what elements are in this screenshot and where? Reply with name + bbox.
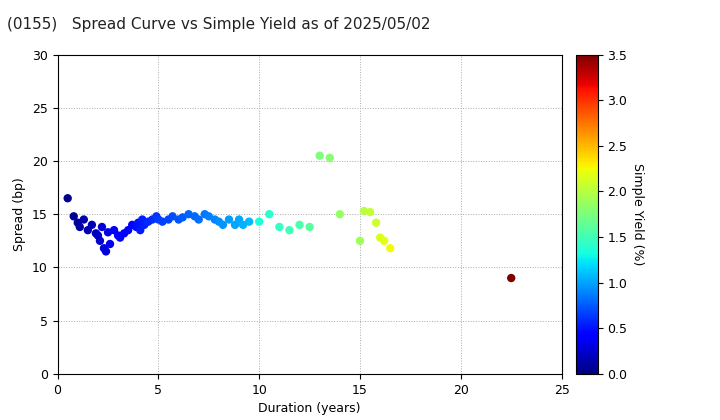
Point	[193, 216, 204, 223]
Point	[112, 232, 124, 239]
Point	[374, 234, 386, 241]
Point	[82, 227, 94, 234]
Point	[138, 221, 150, 228]
Point	[163, 216, 174, 223]
Point	[314, 152, 325, 159]
Point	[96, 223, 108, 230]
Point	[118, 230, 130, 237]
Point	[294, 221, 305, 228]
Point	[130, 223, 142, 230]
Point	[213, 218, 225, 225]
Point	[100, 248, 112, 255]
Point	[132, 219, 144, 226]
Point	[78, 216, 89, 223]
Point	[98, 245, 109, 252]
Point	[324, 155, 336, 161]
X-axis label: Duration (years): Duration (years)	[258, 402, 361, 415]
Y-axis label: Spread (bp): Spread (bp)	[14, 177, 27, 251]
Point	[122, 227, 134, 234]
Point	[354, 237, 366, 244]
Point	[189, 213, 200, 220]
Point	[370, 219, 382, 226]
Point	[203, 213, 215, 220]
Point	[137, 216, 148, 223]
Point	[94, 237, 106, 244]
Point	[183, 211, 194, 218]
Point	[209, 216, 220, 223]
Point	[238, 221, 249, 228]
Point	[104, 241, 116, 247]
Point	[274, 223, 285, 230]
Point	[102, 229, 114, 236]
Point	[364, 209, 376, 215]
Point	[92, 232, 104, 239]
Point	[253, 218, 265, 225]
Point	[229, 221, 240, 228]
Point	[177, 214, 189, 221]
Point	[108, 227, 120, 234]
Point	[284, 227, 295, 234]
Point	[127, 221, 138, 228]
Point	[379, 237, 390, 244]
Point	[72, 219, 84, 226]
Point	[68, 213, 79, 220]
Point	[62, 195, 73, 202]
Point	[217, 221, 229, 228]
Text: (0155)   Spread Curve vs Simple Yield as of 2025/05/02: (0155) Spread Curve vs Simple Yield as o…	[7, 17, 431, 32]
Point	[359, 207, 370, 214]
Point	[384, 245, 396, 252]
Point	[147, 216, 158, 223]
Y-axis label: Simple Yield (%): Simple Yield (%)	[631, 163, 644, 265]
Point	[223, 216, 235, 223]
Point	[173, 216, 184, 223]
Point	[304, 223, 315, 230]
Point	[150, 213, 162, 220]
Point	[167, 213, 179, 220]
Point	[86, 221, 98, 228]
Point	[135, 227, 146, 234]
Point	[233, 216, 245, 223]
Point	[74, 223, 86, 230]
Point	[264, 211, 275, 218]
Point	[114, 234, 126, 241]
Point	[243, 218, 255, 225]
Point	[199, 211, 210, 218]
Point	[334, 211, 346, 218]
Point	[90, 230, 102, 237]
Point	[143, 218, 154, 225]
Point	[505, 275, 517, 281]
Point	[157, 218, 168, 225]
Point	[153, 216, 164, 223]
